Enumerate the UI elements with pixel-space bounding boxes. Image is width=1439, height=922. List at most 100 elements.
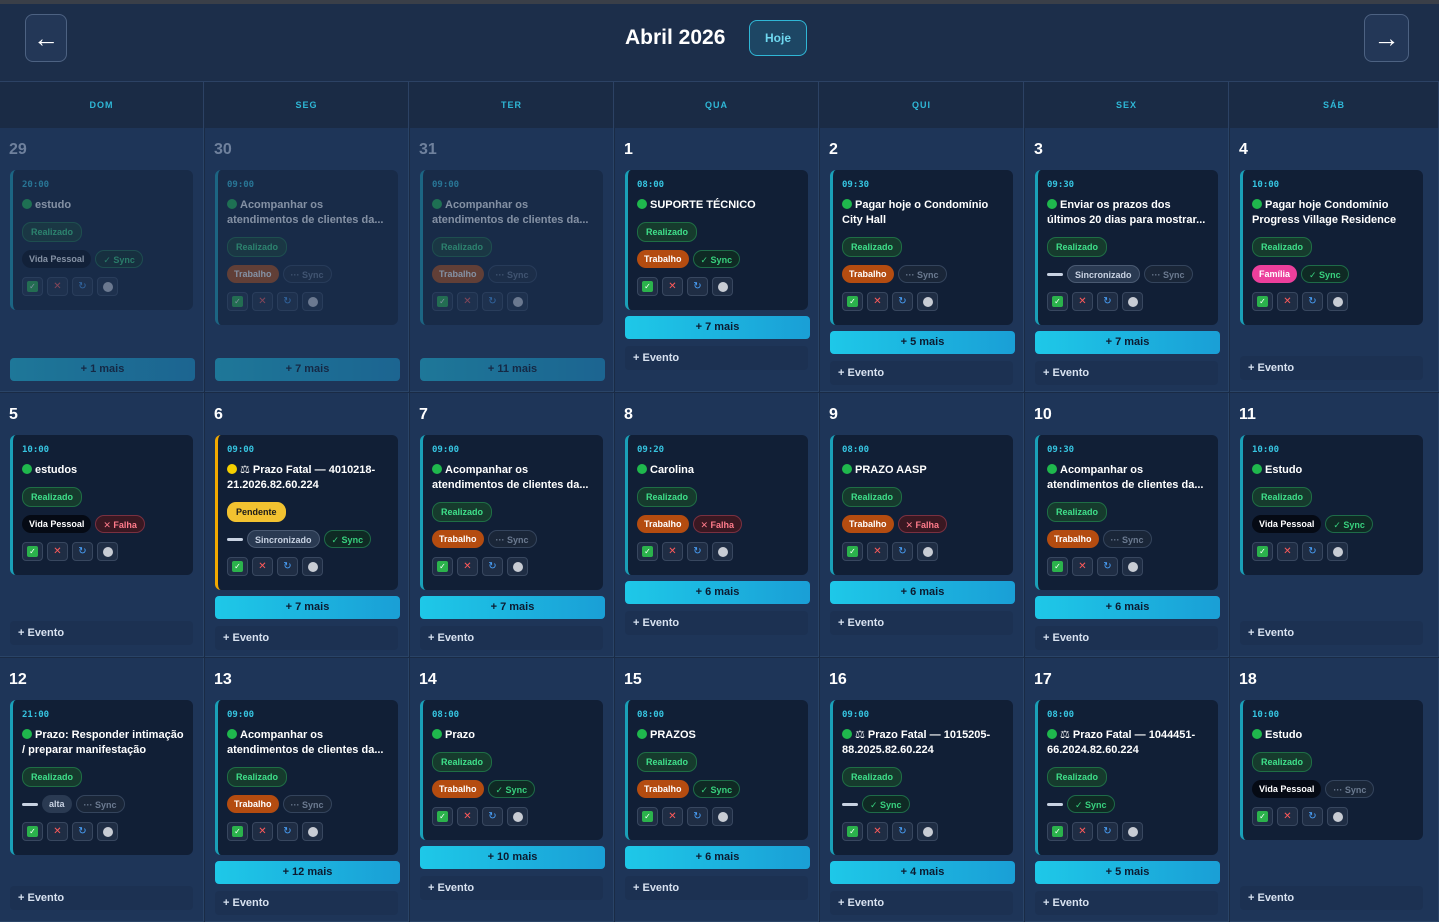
more-events-button[interactable]: + 6 mais: [830, 581, 1015, 604]
add-event-button[interactable]: + Evento: [215, 891, 398, 915]
mark-done-button[interactable]: ✓: [637, 277, 658, 296]
cancel-event-button[interactable]: ✕: [457, 292, 478, 311]
mark-done-button[interactable]: ✓: [22, 542, 43, 561]
cancel-event-button[interactable]: ✕: [867, 542, 888, 561]
sync-event-button[interactable]: ↻: [892, 542, 913, 561]
more-events-button[interactable]: + 6 mais: [625, 581, 810, 604]
cancel-event-button[interactable]: ✕: [252, 292, 273, 311]
cancel-event-button[interactable]: ✕: [47, 277, 68, 296]
event-card[interactable]: 09:20 Carolina Realizado Trabalho ✕ Falha ✓ ✕ ↻: [625, 435, 808, 575]
today-button[interactable]: Hoje: [749, 20, 807, 56]
block-event-button[interactable]: [1327, 807, 1348, 826]
event-card[interactable]: 09:00 ⚖ Prazo Fatal — 4010218- 21.2026.82.…: [215, 435, 398, 590]
event-card[interactable]: 09:00 ⚖ Prazo Fatal — 1015205- 88.2025.82.…: [830, 700, 1013, 855]
cancel-event-button[interactable]: ✕: [457, 807, 478, 826]
mark-done-button[interactable]: ✓: [22, 277, 43, 296]
block-event-button[interactable]: [97, 542, 118, 561]
cancel-event-button[interactable]: ✕: [47, 822, 68, 841]
day-cell[interactable]: 10 09:30 Acompanhar os atendimentos de clie…: [1025, 393, 1229, 657]
sync-event-button[interactable]: ↻: [687, 277, 708, 296]
prev-month-button[interactable]: ←: [25, 14, 67, 62]
add-event-button[interactable]: + Evento: [10, 621, 193, 645]
day-cell[interactable]: 13 09:00 Acompanhar os atendimentos de clie…: [205, 658, 409, 922]
day-cell[interactable]: 11 10:00 Estudo Realizado Vida Pessoal ✓ Sync…: [1230, 393, 1439, 657]
more-events-button[interactable]: + 7 mais: [1035, 331, 1220, 354]
sync-event-button[interactable]: ↻: [1097, 557, 1118, 576]
more-events-button[interactable]: + 7 mais: [215, 358, 400, 381]
more-events-button[interactable]: + 5 mais: [830, 331, 1015, 354]
event-card[interactable]: 08:00 PRAZOS Realizado Trabalho ✓ Sync ✓ ✕ ↻: [625, 700, 808, 840]
more-events-button[interactable]: + 7 mais: [215, 596, 400, 619]
sync-event-button[interactable]: ↻: [1097, 292, 1118, 311]
block-event-button[interactable]: [97, 822, 118, 841]
block-event-button[interactable]: [917, 542, 938, 561]
day-cell[interactable]: 15 08:00 PRAZOS Realizado Trabalho ✓ Sync ✓ ✕ ↻ +…: [615, 658, 819, 922]
sync-event-button[interactable]: ↻: [687, 542, 708, 561]
cancel-event-button[interactable]: ✕: [867, 822, 888, 841]
mark-done-button[interactable]: ✓: [1252, 542, 1273, 561]
more-events-button[interactable]: + 5 mais: [1035, 861, 1220, 884]
block-event-button[interactable]: [712, 807, 733, 826]
add-event-button[interactable]: + Evento: [625, 876, 808, 900]
block-event-button[interactable]: [507, 807, 528, 826]
add-event-button[interactable]: + Evento: [420, 626, 603, 650]
add-event-button[interactable]: + Evento: [625, 346, 808, 370]
add-event-button[interactable]: + Evento: [10, 886, 193, 910]
event-card[interactable]: 09:00 Acompanhar os atendimentos de client…: [420, 435, 603, 590]
day-cell[interactable]: 3 09:30 Enviar os prazos dos últimos 20 dia…: [1025, 128, 1229, 392]
day-cell[interactable]: 17 08:00 ⚖ Prazo Fatal — 1044451- 66.2024.8…: [1025, 658, 1229, 922]
add-event-button[interactable]: + Evento: [1035, 361, 1218, 385]
cancel-event-button[interactable]: ✕: [662, 542, 683, 561]
cancel-event-button[interactable]: ✕: [252, 822, 273, 841]
day-cell[interactable]: 7 09:00 Acompanhar os atendimentos de clien…: [410, 393, 614, 657]
day-cell[interactable]: 14 08:00 Prazo Realizado Trabalho ✓ Sync ✓ ✕ ↻ + …: [410, 658, 614, 922]
day-cell[interactable]: 1 08:00 SUPORTE TÉCNICO Realizado Trabalho ✓ …: [615, 128, 819, 392]
more-events-button[interactable]: + 4 mais: [830, 861, 1015, 884]
sync-event-button[interactable]: ↻: [277, 822, 298, 841]
mark-done-button[interactable]: ✓: [1047, 557, 1068, 576]
cancel-event-button[interactable]: ✕: [1072, 292, 1093, 311]
block-event-button[interactable]: [302, 557, 323, 576]
add-event-button[interactable]: + Evento: [830, 361, 1013, 385]
mark-done-button[interactable]: ✓: [1252, 807, 1273, 826]
sync-event-button[interactable]: ↻: [687, 807, 708, 826]
block-event-button[interactable]: [1327, 542, 1348, 561]
sync-event-button[interactable]: ↻: [892, 292, 913, 311]
day-cell[interactable]: 31 09:00 Acompanhar os atendimentos de clie…: [410, 128, 614, 392]
day-cell[interactable]: 18 10:00 Estudo Realizado Vida Pessoal ··· Sy…: [1230, 658, 1439, 922]
event-card[interactable]: 09:00 Acompanhar os atendimentos de client…: [215, 700, 398, 855]
sync-event-button[interactable]: ↻: [892, 822, 913, 841]
cancel-event-button[interactable]: ✕: [1072, 822, 1093, 841]
day-cell[interactable]: 30 09:00 Acompanhar os atendimentos de clie…: [205, 128, 409, 392]
cancel-event-button[interactable]: ✕: [1277, 807, 1298, 826]
more-events-button[interactable]: + 1 mais: [10, 358, 195, 381]
block-event-button[interactable]: [507, 292, 528, 311]
day-cell[interactable]: 5 10:00 estudos Realizado Vida Pessoal ✕ Falh…: [0, 393, 204, 657]
mark-done-button[interactable]: ✓: [637, 542, 658, 561]
more-events-button[interactable]: + 10 mais: [420, 846, 605, 869]
sync-event-button[interactable]: ↻: [72, 542, 93, 561]
mark-done-button[interactable]: ✓: [842, 542, 863, 561]
cancel-event-button[interactable]: ✕: [47, 542, 68, 561]
mark-done-button[interactable]: ✓: [227, 557, 248, 576]
event-card[interactable]: 09:00 Acompanhar os atendimentos de client…: [420, 170, 603, 325]
block-event-button[interactable]: [1122, 557, 1143, 576]
mark-done-button[interactable]: ✓: [22, 822, 43, 841]
sync-event-button[interactable]: ↻: [72, 822, 93, 841]
block-event-button[interactable]: [1122, 822, 1143, 841]
sync-event-button[interactable]: ↻: [482, 807, 503, 826]
event-card[interactable]: 21:00 Prazo: Responder intimação / prepara…: [10, 700, 193, 855]
event-card[interactable]: 09:00 Acompanhar os atendimentos de client…: [215, 170, 398, 325]
mark-done-button[interactable]: ✓: [1047, 292, 1068, 311]
block-event-button[interactable]: [917, 292, 938, 311]
sync-event-button[interactable]: ↻: [1097, 822, 1118, 841]
day-cell[interactable]: 8 09:20 Carolina Realizado Trabalho ✕ Falha ✓ ✕…: [615, 393, 819, 657]
mark-done-button[interactable]: ✓: [432, 807, 453, 826]
cancel-event-button[interactable]: ✕: [867, 292, 888, 311]
more-events-button[interactable]: + 7 mais: [625, 316, 810, 339]
cancel-event-button[interactable]: ✕: [1277, 542, 1298, 561]
block-event-button[interactable]: [302, 822, 323, 841]
add-event-button[interactable]: + Evento: [830, 891, 1013, 915]
add-event-button[interactable]: + Evento: [1240, 886, 1423, 910]
cancel-event-button[interactable]: ✕: [662, 807, 683, 826]
